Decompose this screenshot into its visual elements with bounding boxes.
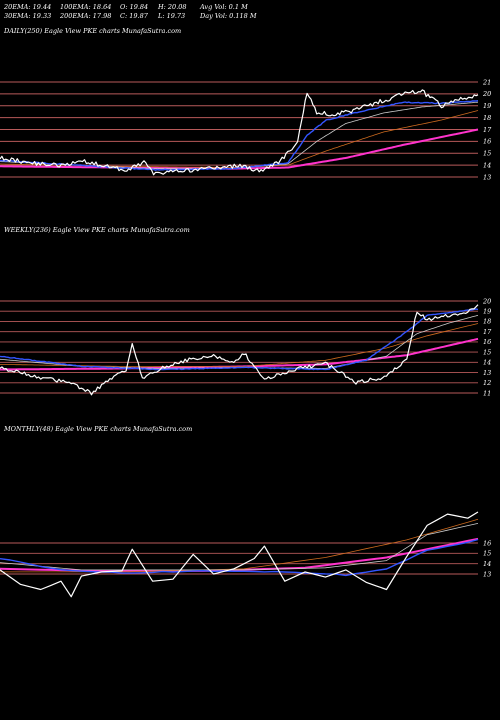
daily-y-tick-label: 19 [483,102,491,110]
weekly-y-tick-label: 14 [483,359,491,367]
header-dayvol: Day Vol: 0.118 M [200,12,257,20]
weekly-y-tick-label: 18 [483,318,491,326]
daily-y-tick-label: 18 [483,114,491,122]
daily-chart-title: DAILY(250) Eagle View PKE charts MunafaS… [4,27,182,35]
weekly-y-tick-label: 20 [482,297,491,305]
header-ema200: 200EMA: 17.98 [60,12,112,20]
daily-chart: 21 20 19 18 17 16 15 14 13 [0,78,492,181]
monthly-y-tick-label: 15 [483,550,491,558]
monthly-y-tick-label: 14 [483,560,491,568]
weekly-y-tick-label: 12 [483,379,491,387]
header-ema20: 20EMA: 19.44 [4,3,52,11]
daily-y-tick-label: 15 [483,150,491,158]
weekly-ema-fast-line [0,308,479,371]
daily-price-line [0,89,479,176]
monthly-ema-white-line [0,523,479,571]
header-avgvol: Avg Vol: 0.1 M [200,3,248,11]
monthly-price-line [0,511,479,598]
monthly-y-tick-label: 13 [483,570,491,578]
daily-ema-orange-line [0,110,479,168]
header-low: L: 19.73 [158,12,186,20]
weekly-price-line [0,304,479,396]
weekly-y-tick-label: 15 [483,348,491,356]
weekly-chart-title: WEEKLY(236) Eagle View PKE charts Munafa… [4,226,190,234]
monthly-ema-orange-line [0,518,479,573]
header-high: H: 20.08 [158,3,187,11]
weekly-y-tick-label: 19 [483,308,491,316]
daily-y-tick-label: 21 [482,78,491,86]
monthly-y-tick-label: 16 [483,539,491,547]
weekly-y-tick-label: 11 [483,389,491,397]
daily-ema-fast-line [0,100,479,171]
header-ema30: 30EMA: 19.33 [4,12,52,20]
header-ema100: 100EMA: 18.64 [60,3,112,11]
weekly-y-tick-label: 16 [483,338,491,346]
daily-y-tick-label: 13 [483,173,491,181]
weekly-y-tick-label: 13 [483,369,491,377]
daily-y-tick-label: 17 [483,126,492,134]
weekly-chart: 20 19 18 17 16 15 14 13 12 11 [0,297,492,397]
header-close: C: 19.87 [120,12,148,20]
header-open: O: 19.84 [120,3,149,11]
monthly-ema-fast-line [0,538,479,577]
weekly-y-tick-label: 17 [483,328,492,336]
monthly-chart-title: MONTHLY(48) Eagle View PKE charts Munafa… [4,425,193,433]
daily-ema-white-line [0,101,479,170]
daily-y-tick-label: 20 [482,90,491,98]
daily-y-tick-label: 14 [483,161,491,169]
monthly-chart: 16 15 14 13 [0,511,491,598]
daily-y-tick-label: 16 [483,138,491,146]
